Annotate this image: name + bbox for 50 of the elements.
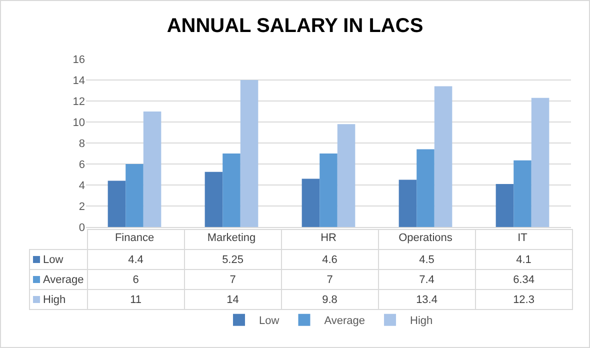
x-tick-label: Operations bbox=[398, 232, 453, 244]
bar bbox=[143, 112, 162, 227]
y-tick-label: 0 bbox=[78, 222, 85, 234]
data-label: 4.4 bbox=[87, 250, 184, 270]
y-tick-label: 14 bbox=[72, 74, 85, 87]
y-tick-label: 12 bbox=[72, 96, 85, 108]
y-tick-label: 10 bbox=[72, 116, 85, 129]
x-tick-label: HR bbox=[320, 232, 336, 244]
y-tick-label: 16 bbox=[72, 54, 85, 66]
data-label: 4.5 bbox=[378, 250, 476, 270]
data-label: 9.8 bbox=[281, 290, 378, 310]
bar bbox=[204, 172, 223, 227]
text: High bbox=[43, 294, 66, 306]
data-label: 12.3 bbox=[475, 290, 572, 310]
data-label: 7 bbox=[281, 270, 378, 290]
data-label: 6.34 bbox=[475, 270, 572, 290]
y-tick-label: 4 bbox=[78, 180, 85, 192]
bar bbox=[514, 160, 532, 227]
data-label: 5.25 bbox=[184, 250, 282, 270]
data-label: 4.1 bbox=[475, 250, 572, 270]
legend-label: High bbox=[410, 315, 433, 328]
bar bbox=[302, 178, 320, 227]
data-label: 4.6 bbox=[281, 250, 378, 270]
bar bbox=[126, 164, 144, 227]
bar bbox=[108, 180, 126, 227]
bar bbox=[240, 80, 258, 227]
bar bbox=[416, 149, 434, 227]
y-tick-label: 6 bbox=[78, 158, 85, 171]
legend-label: Low bbox=[43, 254, 64, 266]
bar bbox=[496, 184, 514, 227]
x-tick-label: IT bbox=[518, 232, 528, 244]
bar bbox=[222, 154, 240, 227]
data-label: 11 bbox=[87, 290, 184, 310]
y-tick-label: 8 bbox=[78, 138, 85, 150]
bar bbox=[434, 86, 452, 227]
legend-label: Average bbox=[43, 274, 84, 286]
bar bbox=[398, 180, 417, 227]
bar bbox=[531, 98, 550, 227]
text: Low bbox=[259, 315, 280, 328]
x-tick-label: Marketing bbox=[207, 232, 256, 244]
bar bbox=[337, 124, 356, 227]
x-tick-label: Finance bbox=[114, 232, 154, 244]
data-label: 13.4 bbox=[378, 290, 476, 310]
chart-title: ANNUAL SALARY IN LACS bbox=[166, 15, 424, 37]
data-label: 14 bbox=[184, 290, 282, 310]
data-label: 7.4 bbox=[378, 270, 476, 290]
bar bbox=[320, 154, 338, 227]
text: Average bbox=[324, 315, 366, 328]
y-tick-label: 2 bbox=[78, 200, 85, 213]
data-label: 7 bbox=[184, 270, 282, 290]
